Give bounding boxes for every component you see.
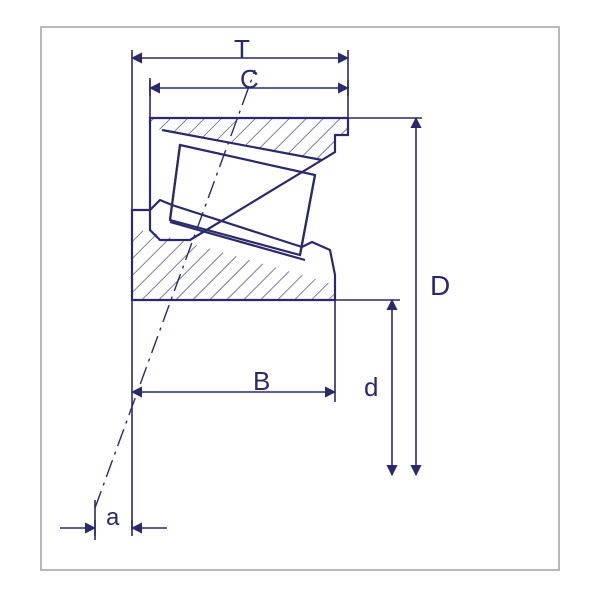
- label-D: D: [430, 270, 450, 302]
- label-d: d: [364, 372, 378, 403]
- bearing-cross-section: [0, 0, 600, 600]
- label-C: C: [240, 64, 259, 95]
- label-B: B: [253, 366, 270, 397]
- label-a: a: [106, 504, 119, 532]
- label-T: T: [234, 34, 250, 65]
